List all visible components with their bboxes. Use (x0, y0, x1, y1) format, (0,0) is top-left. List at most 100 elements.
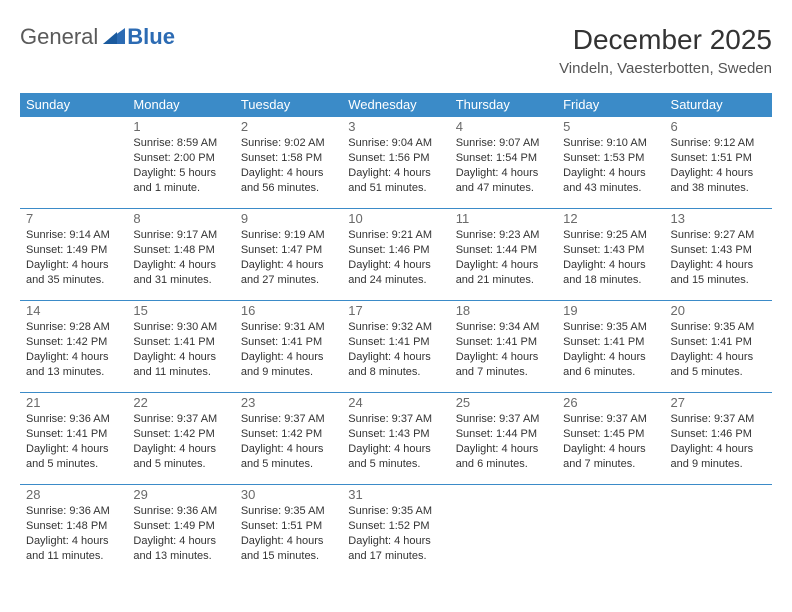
daylight-text: Daylight: 4 hours and 15 minutes. (241, 534, 336, 564)
day-info: Sunrise: 9:37 AMSunset: 1:42 PMDaylight:… (241, 412, 336, 471)
day-number: 27 (671, 395, 766, 410)
day-number: 12 (563, 211, 658, 226)
day-cell: 31 Sunrise: 9:35 AMSunset: 1:52 PMDayligh… (342, 485, 449, 577)
day-number: 31 (348, 487, 443, 502)
day-cell (665, 485, 772, 577)
day-cell: 19Sunrise: 9:35 AMSunset: 1:41 PMDayligh… (557, 301, 664, 393)
sunrise-text: Sunrise: 9:02 AM (241, 136, 336, 151)
day-cell: 20Sunrise: 9:35 AMSunset: 1:41 PMDayligh… (665, 301, 772, 393)
day-cell: 23Sunrise: 9:37 AMSunset: 1:42 PMDayligh… (235, 393, 342, 485)
sunset-text: Sunset: 1:41 PM (348, 335, 443, 350)
day-header-row: Sunday Monday Tuesday Wednesday Thursday… (20, 93, 772, 117)
daylight-text: Daylight: 4 hours and 56 minutes. (241, 166, 336, 196)
day-cell: 21Sunrise: 9:36 AMSunset: 1:41 PMDayligh… (20, 393, 127, 485)
sunset-text: Sunset: 1:48 PM (133, 243, 228, 258)
day-info: Sunrise: 9:35 AMSunset: 1:51 PMDaylight:… (241, 504, 336, 563)
day-info: Sunrise: 9:10 AMSunset: 1:53 PMDaylight:… (563, 136, 658, 195)
week-row: 1Sunrise: 8:59 AMSunset: 2:00 PMDaylight… (20, 117, 772, 209)
day-number: 11 (456, 211, 551, 226)
sunrise-text: Sunrise: 9:30 AM (133, 320, 228, 335)
day-cell: 17Sunrise: 9:32 AMSunset: 1:41 PMDayligh… (342, 301, 449, 393)
sunset-text: Sunset: 1:48 PM (26, 519, 121, 534)
daylight-text: Daylight: 4 hours and 7 minutes. (563, 442, 658, 472)
daylight-text: Daylight: 4 hours and 8 minutes. (348, 350, 443, 380)
day-cell: 10Sunrise: 9:21 AMSunset: 1:46 PMDayligh… (342, 209, 449, 301)
sunrise-text: Sunrise: 9:36 AM (133, 504, 228, 519)
day-info: Sunrise: 9:37 AMSunset: 1:45 PMDaylight:… (563, 412, 658, 471)
daylight-text: Daylight: 4 hours and 27 minutes. (241, 258, 336, 288)
logo: General Blue (20, 24, 175, 50)
daylight-text: Daylight: 4 hours and 51 minutes. (348, 166, 443, 196)
day-number: 30 (241, 487, 336, 502)
day-info: Sunrise: 9:23 AMSunset: 1:44 PMDaylight:… (456, 228, 551, 287)
sunrise-text: Sunrise: 9:32 AM (348, 320, 443, 335)
daylight-text: Daylight: 5 hours and 1 minute. (133, 166, 228, 196)
day-info: Sunrise: 9:30 AMSunset: 1:41 PMDaylight:… (133, 320, 228, 379)
day-cell (20, 117, 127, 209)
sunrise-text: Sunrise: 9:36 AM (26, 504, 121, 519)
day-number: 6 (671, 119, 766, 134)
day-cell: 27Sunrise: 9:37 AMSunset: 1:46 PMDayligh… (665, 393, 772, 485)
sunset-text: Sunset: 1:44 PM (456, 427, 551, 442)
day-header: Thursday (450, 93, 557, 117)
day-info: Sunrise: 9:35 AMSunset: 1:52 PMDaylight:… (348, 504, 443, 563)
sunset-text: Sunset: 1:51 PM (671, 151, 766, 166)
daylight-text: Daylight: 4 hours and 17 minutes. (348, 534, 443, 564)
sunrise-text: Sunrise: 9:14 AM (26, 228, 121, 243)
sunset-text: Sunset: 1:52 PM (348, 519, 443, 534)
daylight-text: Daylight: 4 hours and 7 minutes. (456, 350, 551, 380)
day-number: 16 (241, 303, 336, 318)
sunrise-text: Sunrise: 9:37 AM (456, 412, 551, 427)
sunrise-text: Sunrise: 9:35 AM (563, 320, 658, 335)
sunrise-text: Sunrise: 8:59 AM (133, 136, 228, 151)
sunrise-text: Sunrise: 9:17 AM (133, 228, 228, 243)
day-header: Tuesday (235, 93, 342, 117)
daylight-text: Daylight: 4 hours and 15 minutes. (671, 258, 766, 288)
day-header: Sunday (20, 93, 127, 117)
sunset-text: Sunset: 1:42 PM (133, 427, 228, 442)
week-row: 7Sunrise: 9:14 AMSunset: 1:49 PMDaylight… (20, 209, 772, 301)
day-info: Sunrise: 9:35 AMSunset: 1:41 PMDaylight:… (563, 320, 658, 379)
sunset-text: Sunset: 1:41 PM (241, 335, 336, 350)
daylight-text: Daylight: 4 hours and 9 minutes. (671, 442, 766, 472)
day-info: Sunrise: 9:36 AMSunset: 1:48 PMDaylight:… (26, 504, 121, 563)
day-number: 9 (241, 211, 336, 226)
day-info: Sunrise: 9:28 AMSunset: 1:42 PMDaylight:… (26, 320, 121, 379)
daylight-text: Daylight: 4 hours and 11 minutes. (133, 350, 228, 380)
daylight-text: Daylight: 4 hours and 13 minutes. (26, 350, 121, 380)
day-number: 4 (456, 119, 551, 134)
sunrise-text: Sunrise: 9:12 AM (671, 136, 766, 151)
sunrise-text: Sunrise: 9:35 AM (348, 504, 443, 519)
day-cell: 4 Sunrise: 9:07 AMSunset: 1:54 PMDaylight… (450, 117, 557, 209)
daylight-text: Daylight: 4 hours and 5 minutes. (241, 442, 336, 472)
day-number: 29 (133, 487, 228, 502)
day-info: Sunrise: 9:07 AMSunset: 1:54 PMDaylight:… (456, 136, 551, 195)
sunrise-text: Sunrise: 9:07 AM (456, 136, 551, 151)
day-info: Sunrise: 9:36 AMSunset: 1:41 PMDaylight:… (26, 412, 121, 471)
day-info: Sunrise: 9:37 AMSunset: 1:42 PMDaylight:… (133, 412, 228, 471)
sunrise-text: Sunrise: 9:37 AM (133, 412, 228, 427)
day-info: Sunrise: 9:36 AMSunset: 1:49 PMDaylight:… (133, 504, 228, 563)
day-info: Sunrise: 9:37 AMSunset: 1:43 PMDaylight:… (348, 412, 443, 471)
sunset-text: Sunset: 1:43 PM (671, 243, 766, 258)
day-info: Sunrise: 9:27 AMSunset: 1:43 PMDaylight:… (671, 228, 766, 287)
day-info: Sunrise: 9:25 AMSunset: 1:43 PMDaylight:… (563, 228, 658, 287)
sunset-text: Sunset: 1:46 PM (348, 243, 443, 258)
daylight-text: Daylight: 4 hours and 43 minutes. (563, 166, 658, 196)
sunrise-text: Sunrise: 9:36 AM (26, 412, 121, 427)
header: General Blue December 2025 Vindeln, Vaes… (20, 24, 772, 77)
sunset-text: Sunset: 1:58 PM (241, 151, 336, 166)
daylight-text: Daylight: 4 hours and 47 minutes. (456, 166, 551, 196)
sunset-text: Sunset: 1:41 PM (563, 335, 658, 350)
daylight-text: Daylight: 4 hours and 18 minutes. (563, 258, 658, 288)
day-cell: 1Sunrise: 8:59 AMSunset: 2:00 PMDaylight… (127, 117, 234, 209)
day-cell: 7Sunrise: 9:14 AMSunset: 1:49 PMDaylight… (20, 209, 127, 301)
logo-text-general: General (20, 24, 98, 50)
day-cell: 8Sunrise: 9:17 AMSunset: 1:48 PMDaylight… (127, 209, 234, 301)
day-info: Sunrise: 9:34 AMSunset: 1:41 PMDaylight:… (456, 320, 551, 379)
day-header: Friday (557, 93, 664, 117)
sunset-text: Sunset: 1:53 PM (563, 151, 658, 166)
sunset-text: Sunset: 1:56 PM (348, 151, 443, 166)
daylight-text: Daylight: 4 hours and 5 minutes. (348, 442, 443, 472)
week-row: 28Sunrise: 9:36 AMSunset: 1:48 PMDayligh… (20, 485, 772, 577)
